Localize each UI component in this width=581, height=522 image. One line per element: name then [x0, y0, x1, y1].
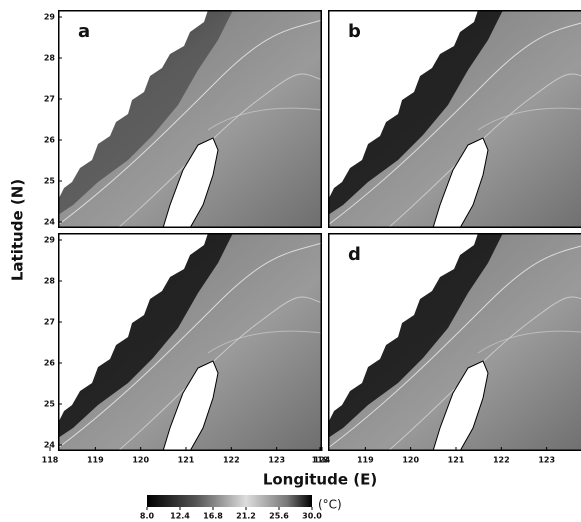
y-axis-label: Latitude (N) [9, 179, 27, 281]
cold-coastal-water [58, 233, 233, 438]
panel-frame [328, 233, 581, 451]
y-tick-label: 26 [44, 136, 56, 145]
y-tick-label: 29 [44, 13, 56, 22]
mainland [328, 233, 478, 423]
y-tick-label: 27 [44, 318, 55, 327]
x-tick-label: 121 [178, 456, 195, 465]
map-panel: b [328, 10, 581, 228]
x-axis-label: Longitude (E) [263, 471, 377, 489]
y-tick-label: 25 [44, 177, 56, 186]
contour [477, 107, 581, 131]
x-tick-label: 121 [448, 456, 465, 465]
y-tick-label: 29 [44, 236, 56, 245]
contour [117, 296, 322, 451]
panel-frame [58, 10, 322, 228]
colorbar-tick-label: 12.4 [170, 512, 190, 521]
y-tick-label: 25 [44, 400, 56, 409]
x-tick-label: 120 [132, 456, 149, 465]
y-tick-label: 24 [44, 441, 56, 450]
colorbar-tick-label: 16.8 [203, 512, 223, 521]
y-tick-label: 27 [44, 95, 55, 104]
colorbar-tick-label: 8.0 [140, 512, 155, 521]
cold-coastal-water [58, 10, 233, 215]
x-tick-label: 122 [493, 456, 510, 465]
contour [387, 73, 581, 228]
contour [207, 107, 322, 131]
colorbar-unit: (°C) [318, 498, 342, 512]
x-tick-label: 118 [312, 456, 329, 465]
contour [207, 330, 322, 354]
contour [328, 245, 581, 449]
map-panel: a [58, 10, 322, 228]
mainland [58, 10, 208, 200]
x-tick-label: 123 [268, 456, 285, 465]
contour [117, 73, 322, 228]
contour [58, 242, 322, 449]
panel-label: b [348, 21, 361, 42]
panel-label: a [78, 21, 90, 42]
colorbar-tick-label: 21.2 [236, 512, 256, 521]
x-tick-label: 123 [538, 456, 555, 465]
taiwan [432, 137, 489, 228]
y-tick-label: 28 [44, 277, 56, 286]
contour [58, 19, 322, 226]
map-panel: d [328, 233, 581, 451]
x-tick-label: 122 [223, 456, 240, 465]
x-tick-label: 119 [357, 456, 374, 465]
colorbar-tick-label: 25.6 [269, 512, 289, 521]
y-tick-label: 28 [44, 54, 56, 63]
taiwan [162, 137, 219, 228]
y-tick-label: 26 [44, 359, 56, 368]
panel-frame [328, 10, 581, 228]
cold-coastal-water [328, 10, 503, 215]
panel-label: d [348, 244, 361, 265]
x-tick-label: 120 [402, 456, 419, 465]
contour [328, 22, 581, 226]
mainland [328, 10, 478, 200]
contour [387, 296, 581, 451]
x-tick-label: 118 [42, 456, 59, 465]
map-panel [58, 233, 322, 451]
colorbar-tick-label: 30.0 [302, 512, 322, 521]
mainland [58, 233, 208, 423]
colorbar [147, 495, 312, 507]
y-tick-label: 24 [44, 218, 56, 227]
taiwan [162, 360, 219, 451]
taiwan [432, 360, 489, 451]
x-tick-label: 119 [87, 456, 104, 465]
cold-coastal-water [328, 233, 503, 438]
x-tick-label: 124 [314, 456, 331, 465]
panel-frame [58, 233, 322, 451]
contour [477, 330, 581, 354]
